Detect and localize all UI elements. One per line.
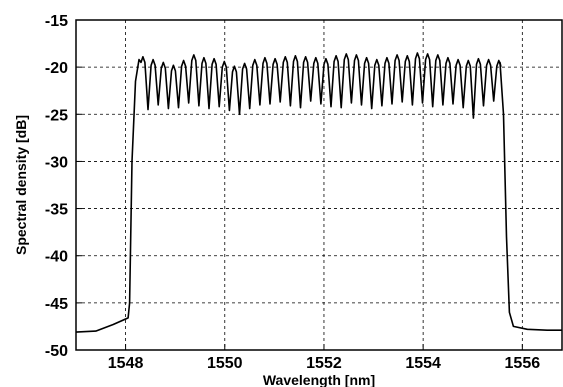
x-tick-label: 1554 [405,355,441,372]
x-tick-label: 1550 [207,355,243,372]
y-tick-label: -45 [45,296,68,313]
y-tick-label: -50 [45,343,68,360]
y-tick-label: -25 [45,107,68,124]
y-tick-label: -35 [45,202,68,219]
x-tick-label: 1556 [505,355,541,372]
y-tick-label: -30 [45,154,68,171]
x-tick-label: 1552 [306,355,342,372]
x-tick-label: 1548 [108,355,144,372]
x-tick-labels: 1548 1550 1552 1554 1556 [108,355,540,372]
x-axis-title: Wavelength [nm] [263,372,375,387]
spectrum-line [75,52,562,333]
y-tick-label: -15 [45,13,68,30]
series-layer [75,52,562,333]
y-axis-title: Spectral density [dB] [13,115,29,255]
plot-frame [75,19,563,351]
y-tick-labels: -15 -20 -25 -30 -35 -40 -45 -50 [45,13,68,360]
y-tick-label: -20 [45,60,68,77]
y-tick-label: -40 [45,249,68,266]
